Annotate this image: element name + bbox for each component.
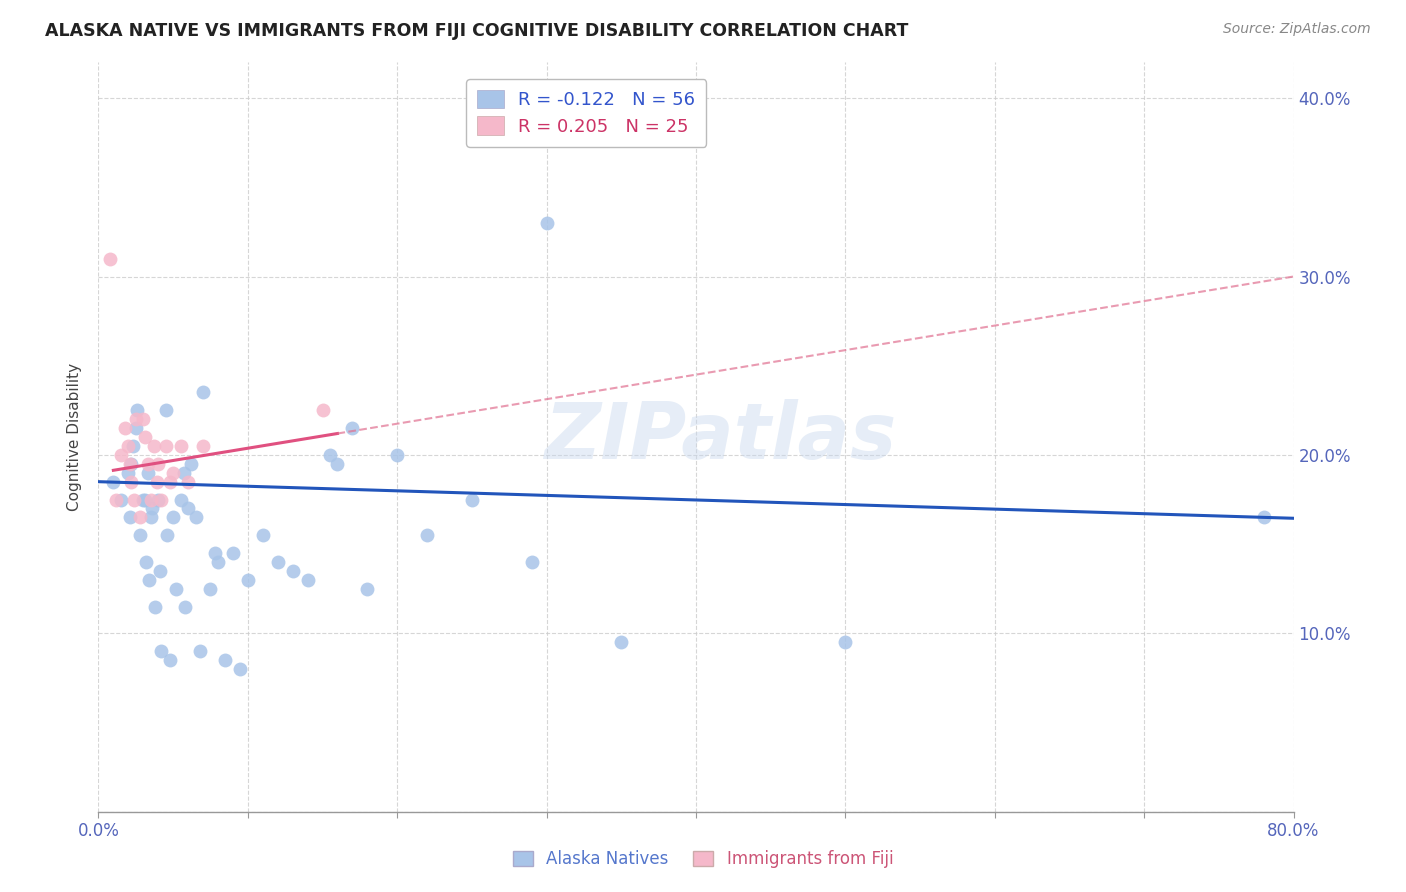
Point — [461, 492, 484, 507]
Point — [173, 466, 195, 480]
Point — [118, 510, 141, 524]
Point — [169, 439, 191, 453]
Point — [103, 475, 125, 489]
Y-axis label: Cognitive Disability: Cognitive Disability — [67, 363, 83, 511]
Point — [148, 457, 170, 471]
Point — [145, 475, 167, 489]
Point — [132, 492, 155, 507]
Point — [110, 448, 132, 462]
Point — [536, 216, 558, 230]
Point — [520, 555, 543, 569]
Point — [155, 439, 177, 453]
Point — [177, 501, 200, 516]
Point — [162, 510, 184, 524]
Point — [180, 457, 202, 471]
Point — [174, 599, 197, 614]
Point — [356, 582, 378, 596]
Point — [214, 653, 236, 667]
Point — [132, 412, 155, 426]
Point — [267, 555, 290, 569]
Point — [159, 653, 181, 667]
Point — [127, 403, 149, 417]
Point — [326, 457, 349, 471]
Point — [200, 582, 222, 596]
Point — [125, 421, 148, 435]
Point — [98, 252, 122, 266]
Point — [610, 635, 633, 649]
Point — [155, 403, 177, 417]
Point — [342, 421, 364, 435]
Text: ALASKA NATIVE VS IMMIGRANTS FROM FIJI COGNITIVE DISABILITY CORRELATION CHART: ALASKA NATIVE VS IMMIGRANTS FROM FIJI CO… — [45, 22, 908, 40]
Point — [165, 582, 187, 596]
Point — [105, 492, 128, 507]
Point — [281, 564, 304, 578]
Text: Source: ZipAtlas.com: Source: ZipAtlas.com — [1223, 22, 1371, 37]
Point — [125, 412, 148, 426]
Point — [159, 475, 181, 489]
Point — [136, 466, 159, 480]
Point — [134, 430, 156, 444]
Point — [134, 492, 156, 507]
Point — [177, 475, 200, 489]
Point — [204, 546, 226, 560]
Point — [149, 564, 172, 578]
Point — [129, 510, 152, 524]
Point — [117, 466, 139, 480]
Point — [141, 501, 163, 516]
Point — [150, 644, 173, 658]
Point — [150, 492, 173, 507]
Point — [229, 662, 252, 676]
Point — [120, 475, 142, 489]
Legend: R = -0.122   N = 56, R = 0.205   N = 25: R = -0.122 N = 56, R = 0.205 N = 25 — [465, 79, 706, 146]
Point — [121, 439, 143, 453]
Point — [169, 492, 191, 507]
Point — [188, 644, 211, 658]
Point — [129, 528, 152, 542]
Point — [416, 528, 439, 542]
Point — [117, 439, 139, 453]
Point — [834, 635, 856, 649]
Point — [124, 492, 146, 507]
Legend: Alaska Natives, Immigrants from Fiji: Alaska Natives, Immigrants from Fiji — [506, 844, 900, 875]
Point — [191, 385, 214, 400]
Point — [143, 599, 166, 614]
Point — [136, 457, 159, 471]
Point — [139, 492, 162, 507]
Point — [110, 492, 132, 507]
Point — [222, 546, 245, 560]
Point — [236, 573, 259, 587]
Point — [135, 555, 157, 569]
Point — [142, 439, 165, 453]
Point — [184, 510, 207, 524]
Point — [191, 439, 214, 453]
Text: ZIPatlas: ZIPatlas — [544, 399, 896, 475]
Point — [139, 510, 162, 524]
Point — [120, 457, 142, 471]
Point — [252, 528, 274, 542]
Point — [138, 573, 160, 587]
Point — [1253, 510, 1275, 524]
Point — [118, 457, 141, 471]
Point — [207, 555, 229, 569]
Point — [385, 448, 409, 462]
Point — [156, 528, 179, 542]
Point — [297, 573, 319, 587]
Point — [311, 403, 333, 417]
Point — [319, 448, 342, 462]
Point — [114, 421, 136, 435]
Point — [148, 492, 170, 507]
Point — [162, 466, 184, 480]
